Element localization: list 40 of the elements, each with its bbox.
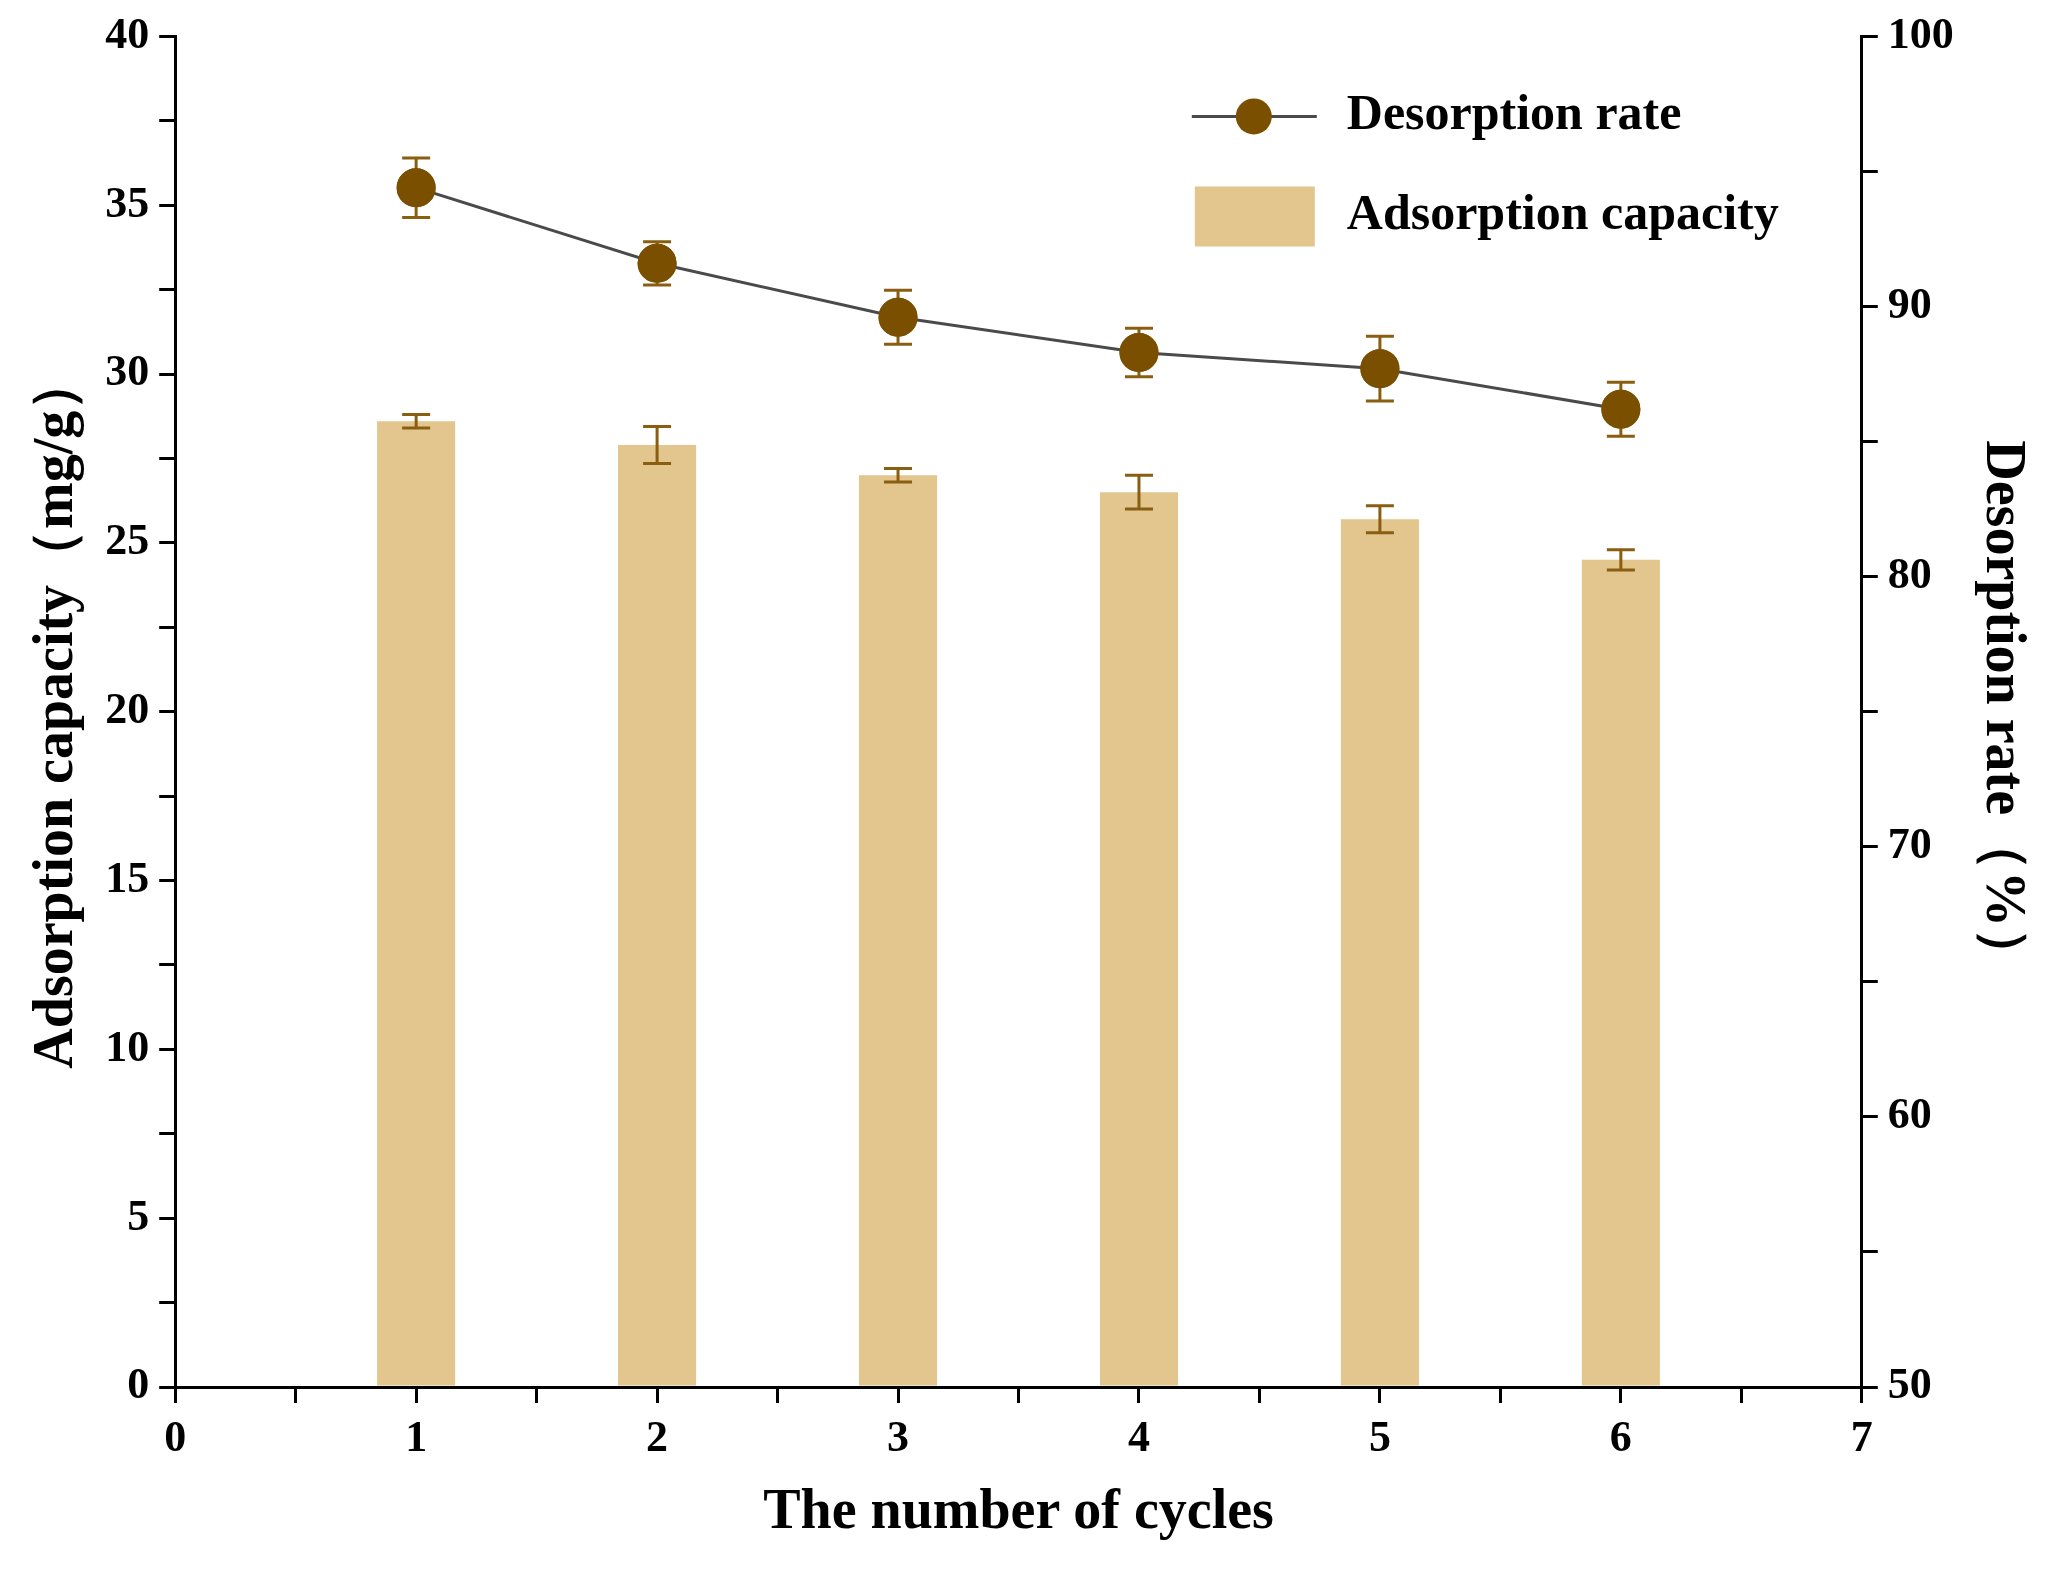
x-tick-label: 2 bbox=[646, 1411, 669, 1461]
x-tick-label: 4 bbox=[1127, 1411, 1150, 1461]
y-tick-label: 20 bbox=[105, 684, 150, 734]
bar bbox=[859, 475, 938, 1386]
y-tick-label: 30 bbox=[105, 346, 150, 396]
x-axis-title: The number of cycles bbox=[763, 1477, 1274, 1540]
x-tick-label: 6 bbox=[1609, 1411, 1632, 1461]
bar bbox=[377, 421, 456, 1386]
point bbox=[396, 168, 436, 208]
y2-tick-label: 50 bbox=[1887, 1359, 1932, 1409]
y-tick-label: 25 bbox=[105, 515, 150, 565]
point bbox=[1360, 349, 1400, 389]
y2-tick-label: 60 bbox=[1887, 1089, 1932, 1139]
point bbox=[1601, 389, 1641, 429]
x-tick-label: 5 bbox=[1368, 1411, 1391, 1461]
y2-axis-title: Desorption rate（%） bbox=[1974, 440, 2037, 984]
x-tick-label: 1 bbox=[405, 1411, 428, 1461]
point bbox=[878, 297, 918, 337]
point bbox=[637, 243, 677, 283]
bar bbox=[618, 444, 697, 1386]
y2-tick-label: 100 bbox=[1887, 8, 1954, 58]
y-tick-label: 35 bbox=[105, 177, 150, 227]
legend-label: Adsorption capacity bbox=[1346, 184, 1779, 241]
y-tick-label: 5 bbox=[127, 1190, 150, 1240]
x-tick-label: 0 bbox=[164, 1411, 187, 1461]
y-tick-label: 0 bbox=[127, 1359, 150, 1409]
point bbox=[1119, 332, 1159, 372]
y-axis-title: Adsorption capacity（mg/g） bbox=[22, 354, 85, 1069]
legend-label: Desorption rate bbox=[1346, 84, 1682, 141]
bar bbox=[1340, 519, 1419, 1386]
y-tick-label: 10 bbox=[105, 1021, 150, 1071]
y-tick-label: 40 bbox=[105, 8, 150, 58]
y-tick-label: 15 bbox=[105, 852, 150, 902]
x-tick-label: 7 bbox=[1850, 1411, 1873, 1461]
y2-tick-label: 90 bbox=[1887, 278, 1932, 328]
y2-tick-label: 70 bbox=[1887, 819, 1932, 869]
x-tick-label: 3 bbox=[887, 1411, 910, 1461]
y2-tick-label: 80 bbox=[1887, 549, 1932, 598]
bar bbox=[1581, 559, 1660, 1386]
bar bbox=[1099, 492, 1178, 1386]
